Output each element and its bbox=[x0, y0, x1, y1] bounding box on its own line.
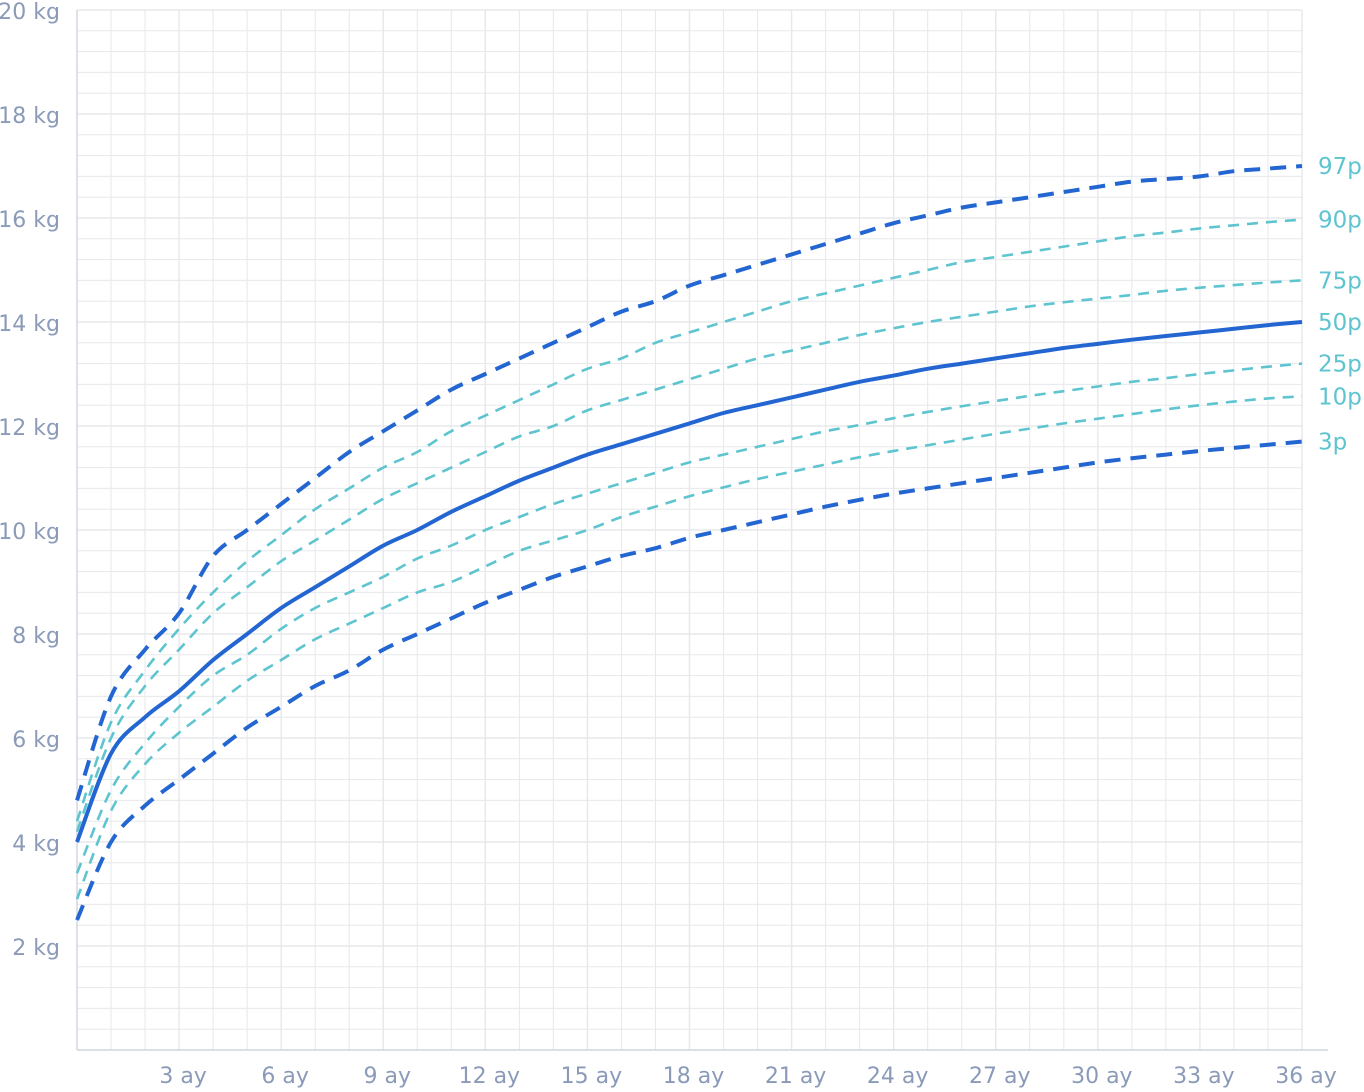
grid bbox=[76, 9, 1303, 1051]
axes: 2 kg 4 kg 6 kg 8 kg 10 kg 12 kg 14 kg 16 kg 18 k… bbox=[0, 0, 1337, 1089]
series-labels: 97p 90p 75p 50p 25p 10p 3p bbox=[1318, 154, 1362, 456]
series-label-3p: 3p bbox=[1318, 430, 1347, 456]
series-line-97p bbox=[75, 164, 1303, 802]
y-tick-label: 10 kg bbox=[0, 520, 60, 545]
x-tick-label: 12 ay bbox=[459, 1064, 521, 1088]
y-tick-label: 12 kg bbox=[0, 416, 60, 441]
y-tick-label: 4 kg bbox=[12, 832, 60, 857]
y-tick-label: 6 kg bbox=[12, 728, 60, 753]
series-line-50p bbox=[75, 320, 1303, 843]
series-line-90p bbox=[75, 218, 1303, 822]
y-tick-label: 16 kg bbox=[0, 208, 60, 233]
series-line-75p bbox=[75, 279, 1303, 833]
series-label-97p: 97p bbox=[1318, 154, 1362, 180]
x-tick-label: 18 ay bbox=[663, 1064, 725, 1088]
y-tick-label: 2 kg bbox=[12, 936, 60, 961]
x-tick-label: 27 ay bbox=[969, 1064, 1031, 1088]
series-line-10p bbox=[75, 395, 1303, 900]
series-line-3p bbox=[75, 439, 1303, 921]
x-tick-label: 6 ay bbox=[261, 1064, 309, 1088]
series-line-25p bbox=[75, 362, 1303, 874]
series-label-75p: 75p bbox=[1318, 268, 1362, 294]
series-label-10p: 10p bbox=[1318, 384, 1362, 410]
x-tick-label: 9 ay bbox=[364, 1064, 412, 1088]
x-tick-label: 21 ay bbox=[765, 1064, 827, 1088]
x-tick-label: 3 ay bbox=[159, 1064, 207, 1088]
y-tick-label: 8 kg bbox=[12, 624, 60, 649]
y-tick-label: 14 kg bbox=[0, 312, 60, 337]
series-label-50p: 50p bbox=[1318, 310, 1362, 336]
series-label-90p: 90p bbox=[1318, 208, 1362, 234]
x-tick-label: 15 ay bbox=[561, 1064, 623, 1088]
y-tick-label: 18 kg bbox=[0, 104, 60, 129]
x-tick-label: 33 ay bbox=[1173, 1064, 1235, 1088]
series-lines bbox=[75, 164, 1303, 921]
y-tick-label: 20 kg bbox=[0, 0, 60, 25]
x-tick-label: 36 ay bbox=[1275, 1064, 1337, 1088]
series-label-25p: 25p bbox=[1318, 352, 1362, 378]
x-tick-label: 30 ay bbox=[1071, 1064, 1133, 1088]
x-tick-label: 24 ay bbox=[867, 1064, 929, 1088]
